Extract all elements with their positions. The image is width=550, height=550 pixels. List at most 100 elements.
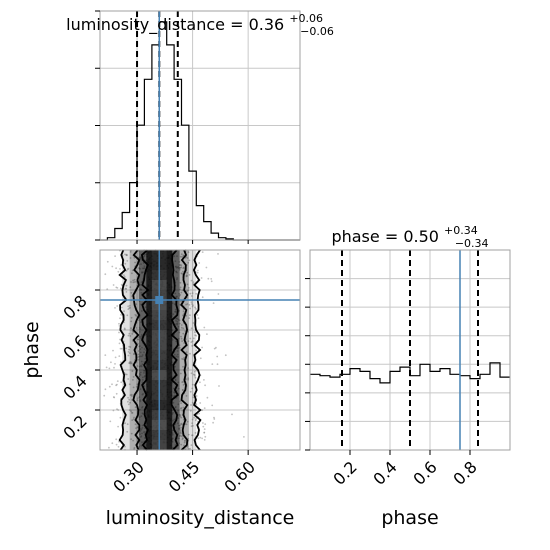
xtick-label-ld-0: 0.30 — [109, 457, 148, 496]
scatter-point — [130, 361, 132, 364]
scatter-point — [175, 340, 178, 343]
scatter-point — [174, 292, 177, 295]
scatter-point — [138, 396, 141, 398]
scatter-point — [116, 305, 119, 307]
scatter-point — [120, 313, 122, 316]
scatter-point — [175, 319, 177, 322]
scatter-point — [139, 351, 142, 354]
scatter-point — [141, 272, 143, 274]
scatter-point — [183, 441, 186, 444]
scatter-point — [174, 378, 177, 381]
scatter-point — [129, 361, 131, 363]
scatter-point — [189, 447, 192, 450]
scatter-point — [129, 394, 132, 396]
scatter-point — [110, 361, 112, 364]
scatter-point — [177, 387, 180, 390]
scatter-point — [135, 427, 137, 430]
scatter-point — [126, 254, 128, 257]
scatter-point — [203, 431, 206, 434]
scatter-point — [140, 360, 143, 363]
scatter-point — [125, 288, 127, 290]
scatter-point — [175, 265, 178, 268]
scatter-point — [206, 396, 209, 399]
scatter-point — [139, 283, 142, 286]
scatter-point — [179, 434, 182, 437]
scatter-point — [187, 289, 190, 292]
scatter-point — [120, 306, 123, 309]
scatter-point — [211, 363, 214, 365]
scatter-point — [125, 347, 127, 350]
scatter-point — [180, 443, 183, 446]
scatter-point — [132, 386, 135, 389]
scatter-point — [143, 267, 146, 269]
scatter-point — [175, 322, 178, 325]
scatter-point — [144, 253, 147, 256]
scatter-point — [111, 383, 113, 386]
scatter-point — [179, 400, 182, 403]
ytick-label-phase-2: 0.6 — [59, 331, 90, 362]
scatter-point — [190, 301, 193, 303]
scatter-point — [178, 268, 181, 271]
scatter-point — [189, 314, 191, 317]
panel-frame-2 — [309, 249, 511, 451]
scatter-point — [185, 274, 188, 277]
scatter-point — [195, 349, 198, 352]
scatter-point — [141, 363, 144, 366]
scatter-point — [188, 259, 191, 262]
scatter-point — [187, 367, 190, 369]
ytick-label-phase-0: 0.2 — [59, 411, 90, 442]
scatter-point — [138, 345, 141, 348]
scatter-point — [116, 383, 118, 386]
xtick-label-ld-1: 0.45 — [165, 457, 204, 496]
scatter-point — [137, 350, 140, 352]
scatter-point — [124, 253, 126, 256]
scatter-point — [195, 417, 198, 420]
scatter-point — [119, 287, 122, 290]
scatter-point — [181, 272, 184, 275]
scatter-point — [127, 400, 129, 403]
scatter-point — [177, 325, 180, 328]
scatter-point — [178, 264, 181, 266]
scatter-point — [189, 307, 192, 310]
contour-line-3 — [170, 249, 179, 451]
scatter-point — [131, 395, 133, 397]
scatter-point — [173, 418, 176, 421]
scatter-point — [129, 257, 132, 259]
scatter-point — [124, 373, 127, 376]
scatter-point — [194, 334, 197, 337]
scatter-point — [112, 284, 115, 286]
scatter-point — [188, 317, 191, 319]
scatter-point — [114, 363, 116, 365]
scatter-point — [178, 292, 181, 295]
contour-line-2 — [140, 249, 150, 451]
scatter-point — [194, 432, 197, 434]
scatter-point — [178, 267, 181, 269]
scatter-point — [181, 409, 184, 412]
scatter-point — [140, 289, 143, 291]
scatter-point — [186, 420, 189, 423]
scatter-point — [176, 350, 179, 352]
contour-line-5 — [192, 249, 202, 451]
scatter-point — [197, 317, 200, 320]
scatter-point — [115, 384, 117, 387]
scatter-point — [137, 319, 140, 321]
scatter-point — [171, 433, 174, 436]
scatter-point — [205, 266, 208, 269]
scatter-point — [108, 446, 110, 449]
scatter-point — [128, 398, 131, 401]
scatter-point — [177, 337, 180, 340]
scatter-point — [189, 390, 192, 393]
scatter-point — [195, 403, 198, 406]
scatter-point — [178, 435, 181, 438]
scatter-point — [178, 427, 181, 429]
scatter-point — [231, 413, 233, 416]
scatter-point — [176, 278, 178, 281]
scatter-point — [191, 345, 194, 347]
scatter-point — [199, 381, 201, 384]
scatter-point — [203, 431, 206, 434]
scatter-point — [124, 262, 127, 265]
scatter-point — [175, 266, 178, 269]
scatter-point — [128, 362, 131, 364]
scatter-point — [184, 440, 186, 442]
scatter-point — [186, 257, 189, 259]
